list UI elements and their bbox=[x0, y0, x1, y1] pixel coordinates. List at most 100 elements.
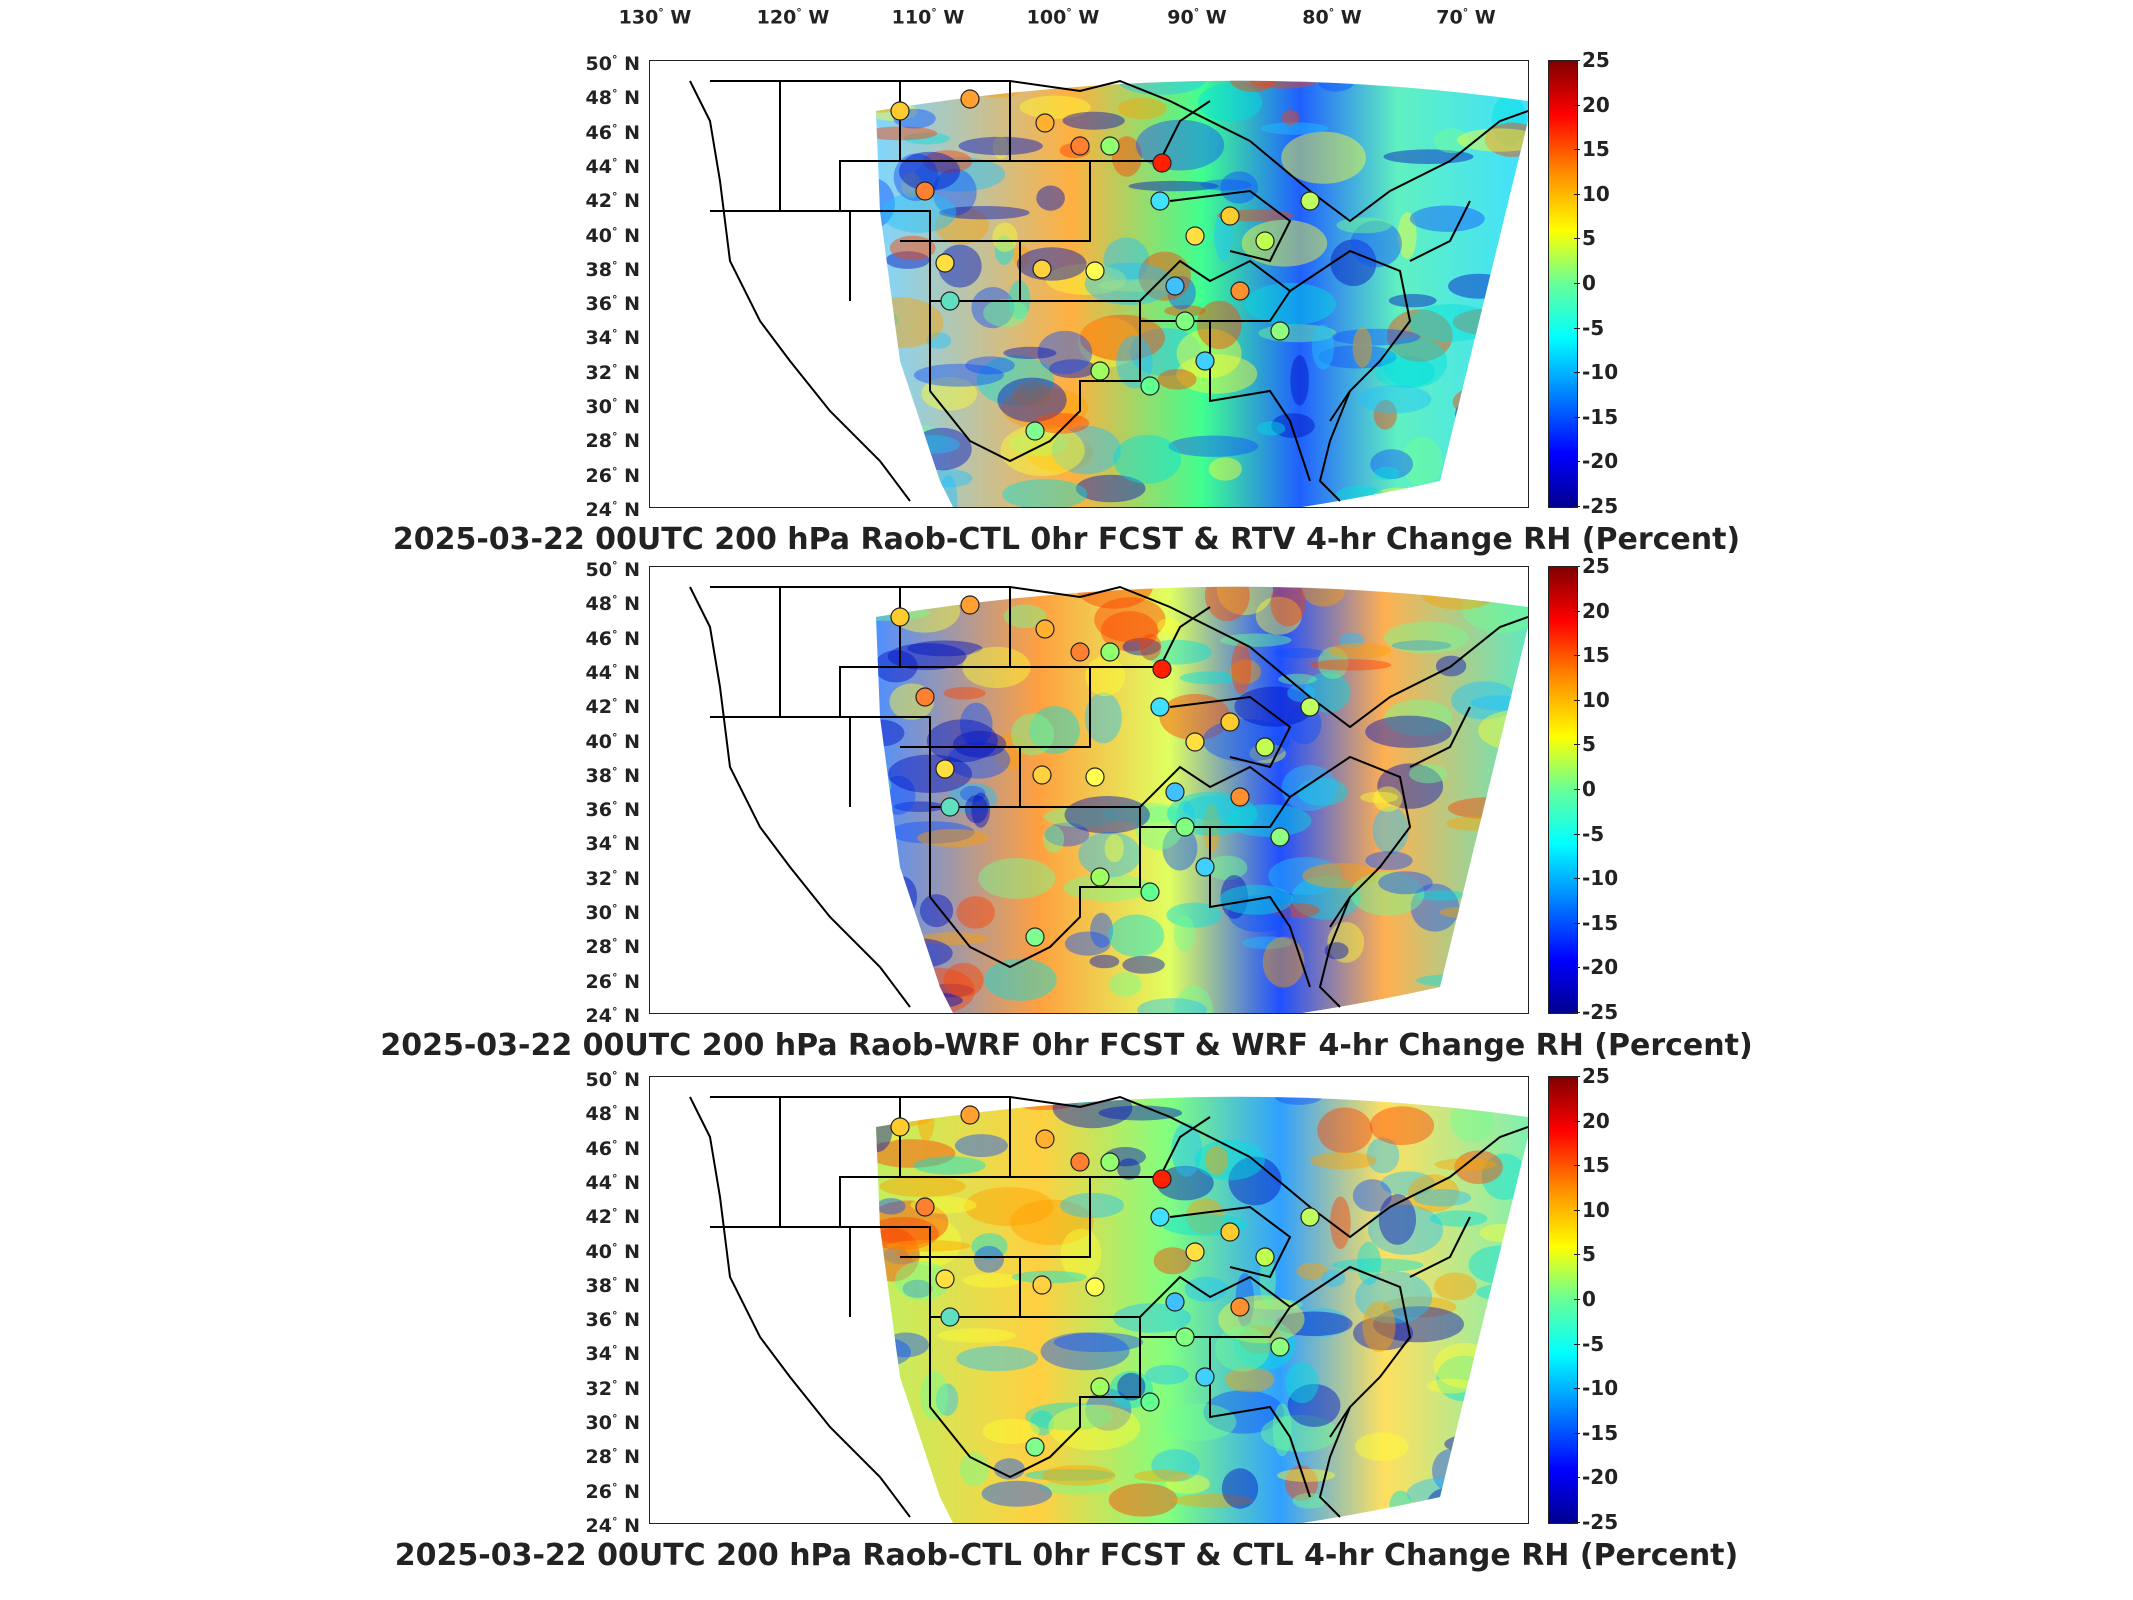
lat-label-40: 40° N bbox=[560, 224, 640, 246]
lat-unit: N bbox=[617, 259, 640, 282]
degree-symbol: ° bbox=[611, 1308, 618, 1322]
boundary-15 bbox=[1209, 321, 1311, 482]
raob-site-16 bbox=[1140, 376, 1160, 396]
degree-symbol: ° bbox=[611, 1137, 618, 1151]
raob-site-18 bbox=[1025, 421, 1045, 441]
degree-symbol: ° bbox=[611, 901, 618, 915]
raob-site-7 bbox=[1085, 767, 1105, 787]
raob-site-17 bbox=[1090, 867, 1110, 887]
lat-label-42: 42° N bbox=[560, 190, 640, 212]
lat-value: 26 bbox=[585, 970, 612, 993]
lat-label-38: 38° N bbox=[560, 1275, 640, 1297]
lat-label-30: 30° N bbox=[560, 902, 640, 924]
raob-site-21 bbox=[1270, 827, 1290, 847]
raob-site-13 bbox=[1175, 817, 1195, 837]
boundary-0 bbox=[689, 80, 911, 502]
lat-unit: N bbox=[617, 1206, 640, 1229]
colorbar-tick-label: -15 bbox=[1573, 1420, 1619, 1445]
lat-value: 34 bbox=[585, 833, 612, 856]
lat-label-28: 28° N bbox=[560, 936, 640, 958]
degree-symbol: ° bbox=[611, 361, 618, 375]
degree-symbol: ° bbox=[611, 798, 618, 812]
lat-unit: N bbox=[617, 224, 640, 247]
degree-symbol: ° bbox=[1193, 6, 1200, 19]
lon-value: 120 bbox=[756, 6, 797, 29]
colorbar bbox=[1548, 566, 1578, 1014]
raob-site-9 bbox=[1100, 642, 1120, 662]
lat-unit: N bbox=[617, 361, 640, 384]
lat-label-30: 30° N bbox=[560, 1412, 640, 1434]
raob-site-11 bbox=[1185, 732, 1205, 752]
degree-symbol: ° bbox=[611, 190, 618, 204]
raob-site-8 bbox=[1152, 659, 1172, 679]
lat-unit: N bbox=[617, 936, 640, 959]
lat-unit: N bbox=[617, 1172, 640, 1195]
lat-unit: N bbox=[617, 627, 640, 650]
colorbar-tick-label: 5 bbox=[1574, 732, 1596, 757]
lat-value: 28 bbox=[585, 430, 612, 453]
lat-value: 46 bbox=[585, 121, 612, 144]
raob-site-0 bbox=[890, 1117, 910, 1137]
lat-value: 34 bbox=[585, 327, 612, 350]
raob-site-17 bbox=[1090, 361, 1110, 381]
raob-site-2 bbox=[1035, 113, 1055, 133]
raob-site-22 bbox=[1300, 697, 1320, 717]
lat-label-32: 32° N bbox=[560, 868, 640, 890]
lat-unit: N bbox=[617, 1309, 640, 1332]
lat-unit: N bbox=[617, 327, 640, 350]
colorbar-tick-label: 20 bbox=[1574, 598, 1610, 623]
lat-unit: N bbox=[617, 190, 640, 213]
colorbar bbox=[1548, 60, 1578, 508]
lat-value: 40 bbox=[585, 1240, 612, 1263]
lat-value: 36 bbox=[585, 1309, 612, 1332]
lat-label-36: 36° N bbox=[560, 1309, 640, 1331]
boundary-8 bbox=[1010, 1176, 1091, 1258]
raob-site-19 bbox=[940, 1307, 960, 1327]
raob-site-19 bbox=[940, 797, 960, 817]
degree-symbol: ° bbox=[611, 1240, 618, 1254]
raob-site-1 bbox=[960, 1105, 980, 1125]
lat-unit: N bbox=[617, 1005, 640, 1028]
lon-label-110: 110° W bbox=[892, 6, 965, 28]
colorbar-tick-label: 25 bbox=[1574, 48, 1610, 72]
lon-value: 110 bbox=[891, 6, 932, 29]
boundary-9 bbox=[929, 806, 1141, 969]
panel-title: 2025-03-22 00UTC 200 hPa Raob-WRF 0hr FC… bbox=[380, 1028, 1753, 1063]
lat-value: 42 bbox=[585, 696, 612, 719]
lat-unit: N bbox=[617, 87, 640, 110]
degree-symbol: ° bbox=[611, 121, 618, 135]
raob-site-0 bbox=[890, 101, 910, 121]
lat-value: 30 bbox=[585, 396, 612, 419]
raob-site-23 bbox=[1165, 1292, 1185, 1312]
boundary-17 bbox=[1409, 706, 1471, 768]
lat-label-26: 26° N bbox=[560, 465, 640, 487]
degree-symbol: ° bbox=[611, 1171, 618, 1185]
boundary-3 bbox=[780, 210, 851, 301]
lat-unit: N bbox=[617, 121, 640, 144]
lat-unit: N bbox=[617, 156, 640, 179]
raob-site-2 bbox=[1035, 619, 1055, 639]
colorbar-tick-label: -15 bbox=[1573, 404, 1619, 429]
lat-value: 42 bbox=[585, 1206, 612, 1229]
lat-label-44: 44° N bbox=[560, 662, 640, 684]
lat-label-48: 48° N bbox=[560, 593, 640, 615]
raob-markers bbox=[890, 1105, 1320, 1457]
raob-site-19 bbox=[940, 291, 960, 311]
degree-symbol: ° bbox=[611, 1411, 618, 1425]
lat-unit: N bbox=[617, 1412, 640, 1435]
lat-value: 24 bbox=[585, 499, 612, 522]
degree-symbol: ° bbox=[611, 970, 618, 984]
boundary-3 bbox=[780, 716, 851, 807]
lat-label-24: 24° N bbox=[560, 1515, 640, 1537]
boundary-11 bbox=[1090, 100, 1211, 162]
colorbar-tick-label: -15 bbox=[1573, 910, 1619, 935]
degree-symbol: ° bbox=[611, 224, 618, 238]
lat-value: 32 bbox=[585, 361, 612, 384]
degree-symbol: ° bbox=[611, 1206, 618, 1220]
lat-value: 26 bbox=[585, 1480, 612, 1503]
lat-label-28: 28° N bbox=[560, 1446, 640, 1468]
raob-markers bbox=[890, 595, 1320, 947]
degree-symbol: ° bbox=[796, 6, 802, 19]
lat-unit: N bbox=[617, 1275, 640, 1298]
lat-unit: N bbox=[617, 1446, 640, 1469]
